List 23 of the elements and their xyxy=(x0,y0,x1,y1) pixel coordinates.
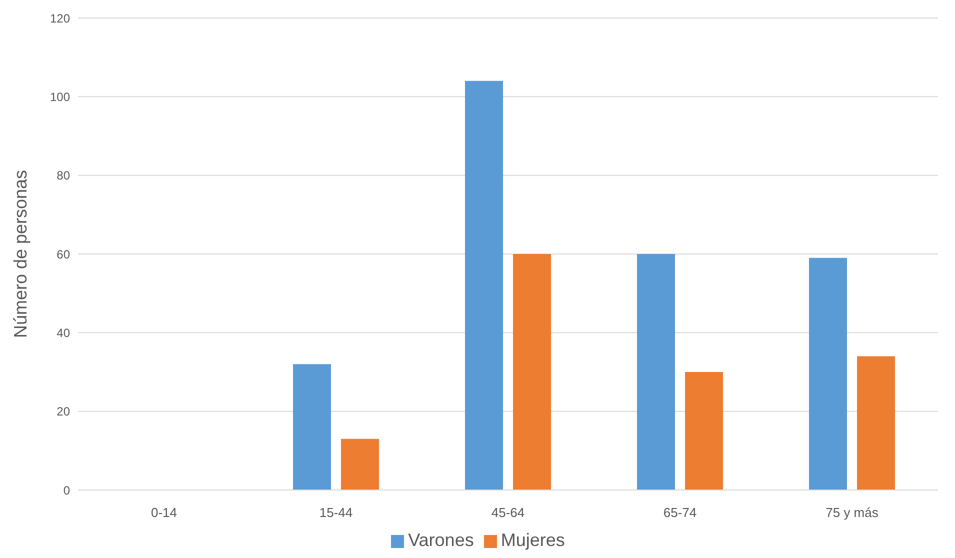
bar xyxy=(465,80,503,490)
bar xyxy=(513,254,551,490)
y-axis-title: Número de personas xyxy=(10,170,30,338)
x-tick-label: 65-74 xyxy=(663,505,697,520)
bar xyxy=(637,254,675,490)
y-tick-label: 0 xyxy=(63,483,70,498)
y-tick-label: 40 xyxy=(56,326,70,340)
y-tick-label: 80 xyxy=(56,168,70,183)
y-tick-label: 120 xyxy=(50,11,70,26)
x-tick-label: 75 y más xyxy=(826,505,879,520)
x-tick-label: 45-64 xyxy=(491,505,525,520)
x-tick-label: 0-14 xyxy=(150,505,178,520)
bar xyxy=(685,372,723,490)
legend-label: Mujeres xyxy=(500,530,565,550)
y-tick-label: 100 xyxy=(50,90,70,104)
legend-label: Varones xyxy=(408,530,474,550)
y-tick-label: 20 xyxy=(56,404,70,419)
y-tick-label: 60 xyxy=(56,247,70,262)
bar xyxy=(857,356,895,490)
x-tick-label: 15-44 xyxy=(319,505,353,520)
bar xyxy=(809,258,847,490)
bar xyxy=(341,438,379,490)
bar xyxy=(293,364,331,490)
